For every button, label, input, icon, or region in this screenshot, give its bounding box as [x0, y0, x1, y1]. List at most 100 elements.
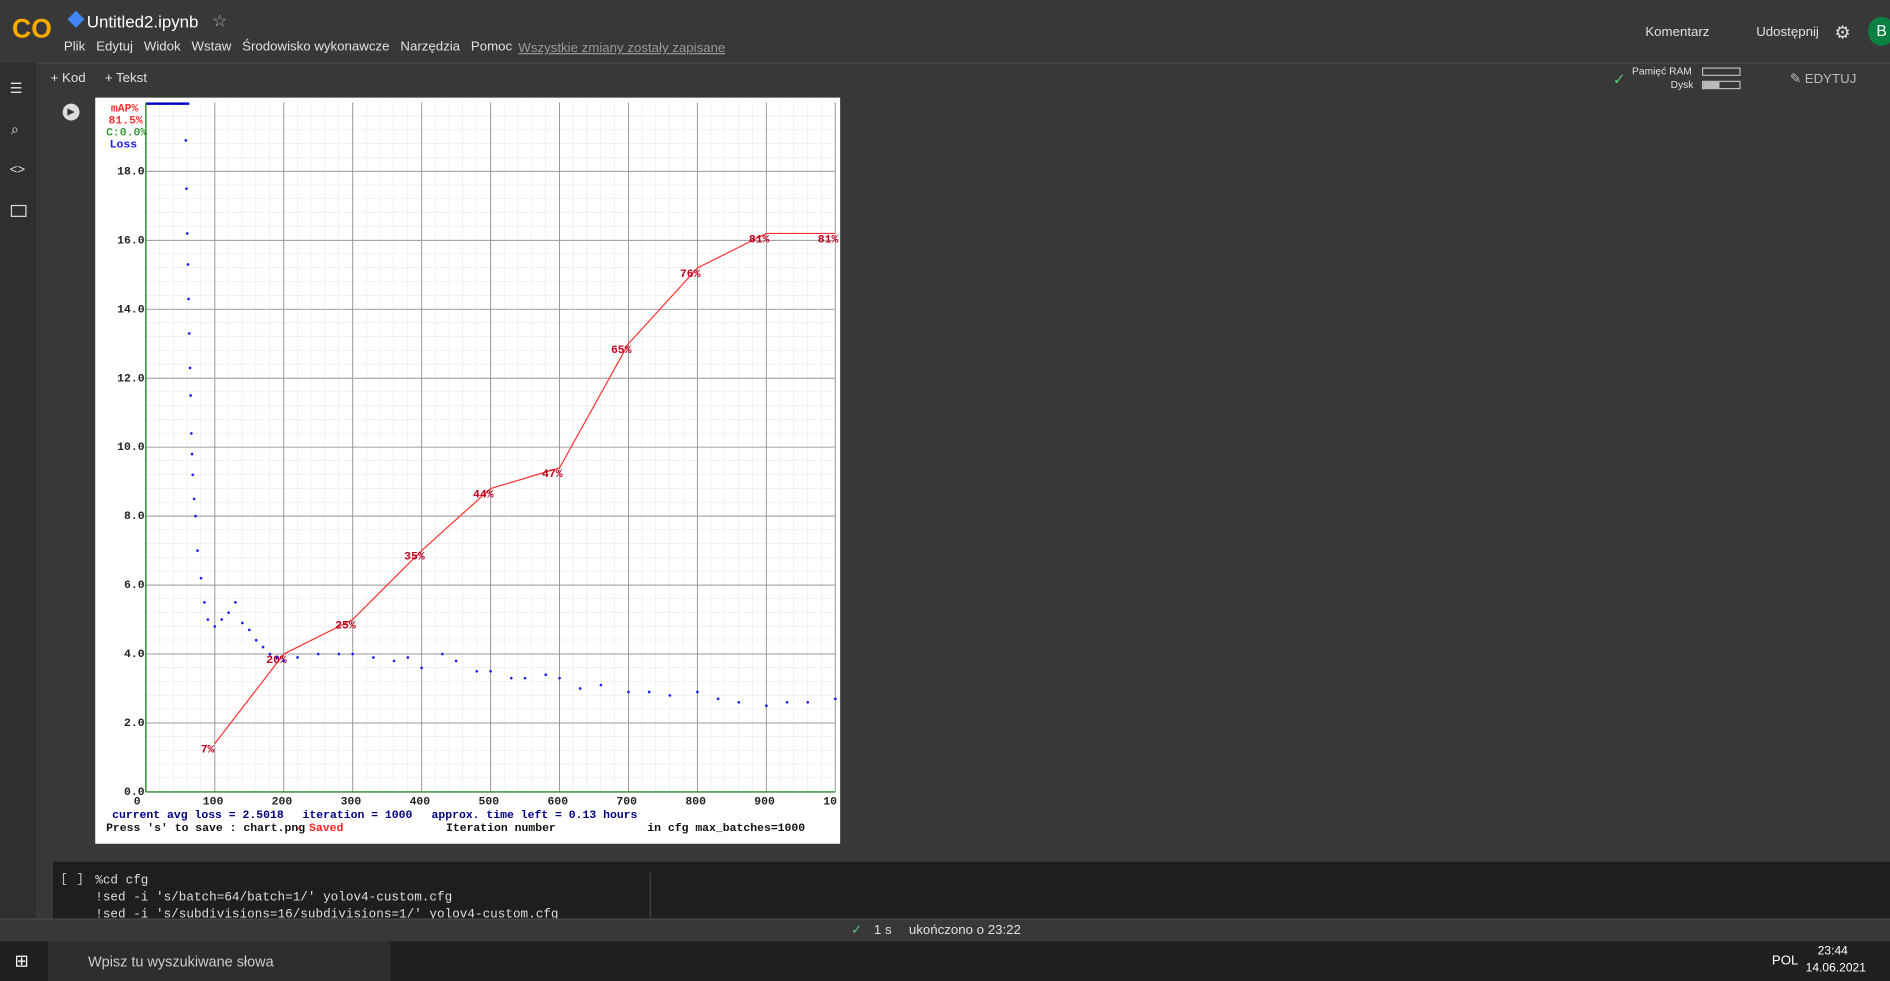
x-tick-label: 400 [410, 796, 431, 809]
loss-point [188, 366, 192, 370]
loss-point [392, 659, 396, 663]
files-icon[interactable] [10, 204, 27, 217]
loss-point [668, 694, 672, 697]
x-tick-label: 700 [616, 796, 637, 809]
chart-info: iteration = 1000 [303, 809, 413, 822]
loss-point [220, 618, 224, 621]
loss-point [509, 676, 513, 680]
save-status[interactable]: Wszystkie zmiany zostały zapisane [518, 40, 726, 56]
avatar[interactable]: B [1868, 16, 1890, 46]
loss-point [337, 652, 341, 656]
loss-point [558, 676, 561, 680]
toc-icon[interactable]: ☰ [9, 79, 23, 97]
start-button[interactable]: ⊞ [14, 951, 29, 971]
y-tick-label: 18.0 [117, 165, 145, 178]
menu-item[interactable]: Wstaw [191, 39, 232, 55]
loss-point [806, 700, 810, 704]
loss-point [187, 297, 190, 301]
loss-point [647, 690, 651, 694]
menu-item[interactable]: Środowisko wykonawcze [242, 39, 390, 55]
menu-item[interactable]: Plik [63, 39, 86, 55]
loss-point [185, 187, 188, 190]
status-check: ✓ [850, 923, 863, 938]
map-label: 7% [201, 744, 215, 757]
y-tick-label: 6.0 [124, 579, 145, 592]
comment-button[interactable]: Komentarz [1645, 25, 1710, 40]
connected-check: ✓ [1612, 69, 1626, 88]
loss-point [247, 628, 251, 632]
top-bar [0, 0, 1890, 64]
y-tick-label: 0.0 [124, 786, 145, 799]
edit-label: EDYTUJ [1804, 72, 1857, 87]
y-tick-label: 10.0 [117, 441, 145, 454]
code-line: !sed -i 's/batch=64/batch=1/' yolov4-cus… [95, 890, 453, 906]
add-text[interactable]: + Tekst [104, 71, 148, 86]
code-cell [53, 861, 1890, 919]
x-tick-label: 300 [341, 796, 362, 809]
x-axis-label: Iteration number [446, 822, 556, 835]
code-icon[interactable]: <> [9, 162, 26, 178]
clock-time[interactable]: 23:44 [1817, 945, 1848, 959]
edit-button[interactable]: ✎ EDYTUJ [1789, 72, 1857, 87]
star[interactable]: ☆ [212, 10, 228, 31]
status-time: 1 s [873, 923, 892, 938]
x-tick-label: 800 [685, 796, 706, 809]
add-code[interactable]: + Kod [50, 71, 86, 86]
keyboard-lang[interactable]: POL [1771, 953, 1799, 968]
loss-point [184, 139, 188, 142]
loss-point [440, 652, 444, 656]
legend-entry: mAP% [111, 103, 139, 116]
loss-point [627, 690, 630, 694]
map-label: 81% [749, 234, 770, 247]
y-tick-label: 4.0 [124, 648, 145, 661]
menu-item[interactable]: Pomoc [470, 39, 513, 55]
loss-point [785, 700, 789, 704]
loss-point [420, 666, 423, 670]
loss-point [254, 638, 258, 642]
x-tick-label: 200 [272, 796, 293, 809]
map-label: 25% [335, 620, 356, 633]
loss-point [316, 652, 320, 656]
settings[interactable]: ⚙ [1834, 22, 1851, 44]
loss-point [196, 549, 199, 552]
code-line: !sed -i 's/subdivisions=16/subdivisions=… [95, 907, 559, 919]
loss-point [372, 656, 375, 659]
menu-item[interactable]: Narzędzia [400, 39, 461, 55]
run-button[interactable]: ▶ [62, 103, 80, 121]
loss-point [192, 497, 196, 501]
loss-point [737, 700, 741, 704]
clock-date[interactable]: 14.06.2021 [1805, 961, 1866, 976]
loss-point [296, 656, 299, 659]
y-tick-label: 16.0 [117, 234, 145, 247]
loss-point [765, 704, 768, 708]
loss-point [189, 394, 192, 397]
loss-point [186, 263, 190, 266]
chart-info: approx. time left = 0.13 hours [432, 809, 638, 822]
legend-line [145, 102, 190, 105]
loss-point [833, 697, 837, 701]
ram-meter [1701, 67, 1741, 76]
x-tick-label: 600 [547, 796, 568, 809]
notebook-title[interactable]: Untitled2.ipynb [86, 12, 199, 32]
loss-point [203, 600, 206, 604]
loss-point [268, 652, 272, 656]
loss-point [213, 625, 217, 628]
search-box[interactable] [48, 941, 391, 981]
share-button[interactable]: Udostępnij [1756, 25, 1819, 40]
loss-point [351, 652, 355, 656]
loss-point [544, 673, 548, 677]
loss-point [234, 600, 237, 604]
ram-label: Pamięć RAM [1632, 65, 1692, 78]
search-icon[interactable]: ⌕ [10, 120, 19, 138]
map-label: 76% [680, 268, 701, 281]
loss-point [241, 621, 244, 625]
disk-meter [1701, 80, 1741, 90]
loss-point [190, 432, 193, 435]
map-label: 20% [266, 654, 287, 667]
cell-bracket[interactable]: [ ] [60, 872, 85, 888]
menu-item[interactable]: Edytuj [96, 39, 133, 55]
menu-item[interactable]: Widok [143, 39, 181, 55]
map-label: 35% [404, 551, 425, 564]
logo[interactable]: CO [12, 13, 52, 44]
